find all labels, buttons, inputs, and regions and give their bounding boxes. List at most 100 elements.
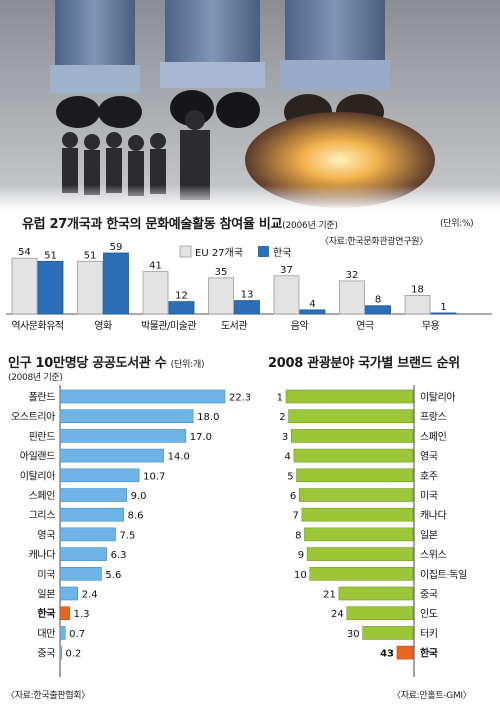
legend-label-korea: 한국 [273, 247, 291, 259]
brand-rank-label: 6 [290, 491, 296, 502]
brand-source: 〈자료:안홀트-GMI〉 [392, 691, 472, 701]
culture-source: 〈자료:한국문화관광연구원〉 [320, 237, 428, 247]
library-value-label: 9.0 [131, 491, 147, 502]
brand-rank-label: 3 [282, 432, 288, 443]
library-value-label: 1.3 [74, 609, 90, 620]
library-country-label: 영국 [37, 529, 55, 541]
brand-bar [338, 586, 414, 601]
culture-value-label: 59 [110, 242, 123, 253]
culture-value-label: 12 [175, 291, 188, 302]
culture-bar-eu [142, 271, 169, 315]
brand-country-label: 스위스 [420, 548, 447, 561]
library-value-label: 0.7 [69, 629, 85, 640]
brand-bar [362, 626, 414, 640]
library-country-label: 일본 [37, 589, 55, 601]
brand-rank-label: 1 [277, 393, 283, 404]
legend-label-eu: EU 27개국 [195, 247, 243, 259]
library-bar [59, 527, 116, 542]
culture-bar-chart: 54 51 역사문화유적 51 59 영화 41 12 박물관/미술관 35 13 도서관 37 4음악 3… [6, 242, 492, 332]
culture-bar-eu [77, 260, 103, 315]
culture-value-label: 37 [280, 265, 293, 276]
culture-category-label: 연극 [356, 320, 374, 332]
library-bar [59, 626, 66, 640]
library-country-label: 대만 [37, 628, 55, 640]
library-subtitle: (2008년 기준) [8, 373, 63, 383]
library-value-label: 0.2 [65, 649, 81, 660]
culture-value-label: 51 [44, 250, 57, 261]
library-bar [59, 606, 70, 620]
culture-bar-korea [234, 300, 260, 315]
culture-bar-korea [365, 305, 391, 315]
culture-bar-korea [430, 312, 457, 315]
library-country-label: 그리스 [29, 510, 56, 522]
library-country-label: 아일랜드 [20, 451, 55, 463]
culture-bar-eu [339, 280, 365, 315]
culture-bar-korea [168, 301, 195, 315]
library-title-text: 인구 10만명당 공공도서관 수 [8, 356, 167, 371]
library-value-label: 8.6 [128, 511, 144, 522]
culture-category-label: 무용 [422, 320, 440, 332]
brand-country-label: 호주 [420, 470, 438, 482]
culture-category-label: 박물관/미술관 [141, 320, 196, 332]
library-country-label: 핀란드 [29, 431, 56, 443]
culture-category-label: 영화 [94, 320, 112, 332]
library-country-label: 중국 [37, 648, 55, 660]
library-chart-title: 인구 10만명당 공공도서관 수 (단위:개) [8, 352, 205, 371]
header-photo-collage [0, 0, 500, 210]
brand-country-label: 한국 [420, 648, 438, 660]
brand-rank-label: 5 [287, 471, 293, 482]
library-bar [59, 389, 226, 404]
photo-collage-graphic [0, 0, 500, 210]
library-bar [59, 488, 127, 502]
library-unit: (단위:개) [170, 360, 205, 370]
brand-rank-label: 7 [292, 511, 298, 522]
brand-country-label: 이탈리아 [420, 391, 455, 404]
culture-bar-eu [273, 275, 300, 315]
library-bar [59, 409, 194, 424]
brand-bar [346, 606, 414, 620]
brand-bar [293, 448, 414, 463]
library-country-label: 폴란드 [29, 392, 56, 404]
library-country-label: 오스트리아 [11, 411, 55, 423]
brand-rank-label: 43 [380, 649, 394, 660]
brand-bar [288, 409, 414, 424]
brand-bar-chart: 1 이탈리아 2 프랑스 3 스페인 4 영국 5 호주 6 미국 7 캐나다 8 일본 9 스위스 10 이집트·독… [277, 385, 467, 677]
culture-title-suffix: (2006년 기준) [282, 221, 338, 231]
culture-chart-title: 유럽 27개국과 한국의 문화예술활동 참여율 비교(2006년 기준) [22, 213, 338, 232]
brand-bar [298, 488, 414, 502]
brand-bar [290, 429, 414, 443]
library-bar [59, 448, 164, 463]
brand-country-label: 터키 [420, 628, 438, 640]
culture-bar-korea [37, 260, 64, 315]
library-bar [59, 547, 107, 561]
library-bar [59, 429, 187, 443]
library-value-label: 6.3 [111, 550, 127, 561]
brand-country-label: 이집트·독일 [420, 569, 467, 581]
brand-country-label: 영국 [420, 451, 438, 463]
library-source: 〈자료:한국출판협회〉 [6, 691, 90, 701]
culture-unit: (단위:%) [440, 219, 474, 229]
culture-value-label: 8 [375, 295, 381, 306]
brand-rank-label: 2 [279, 412, 285, 423]
culture-category-label: 음악 [291, 320, 309, 332]
library-value-label: 17.0 [190, 432, 212, 443]
brand-bar [301, 507, 414, 522]
culture-value-label: 32 [346, 270, 359, 281]
library-value-label: 5.6 [105, 570, 121, 581]
culture-value-label: 1 [440, 302, 446, 313]
brand-bar [304, 527, 414, 542]
brand-rank-label: 4 [285, 452, 291, 463]
library-country-label: 스페인 [29, 490, 56, 502]
culture-value-label: 18 [411, 284, 424, 295]
culture-value-label: 13 [241, 290, 254, 301]
brand-bar [309, 567, 414, 581]
library-value-label: 14.0 [168, 452, 190, 463]
culture-value-label: 35 [215, 267, 228, 278]
culture-bar-eu [404, 295, 431, 315]
culture-bar-korea [103, 252, 129, 315]
culture-bar-eu [11, 257, 38, 315]
brand-country-label: 프랑스 [420, 411, 447, 423]
library-bar [59, 507, 124, 522]
brand-rank-label: 9 [298, 550, 304, 561]
culture-value-label: 51 [84, 250, 97, 261]
